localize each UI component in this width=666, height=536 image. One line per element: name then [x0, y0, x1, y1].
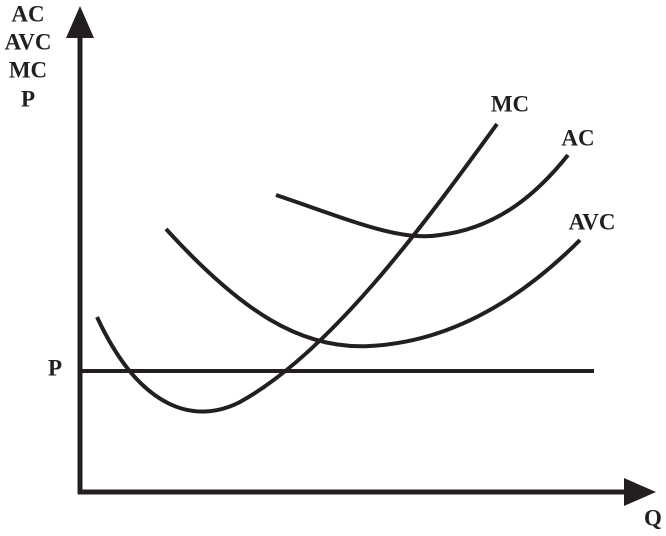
avc-curve: [164, 227, 582, 349]
y-axis-label: AVC: [5, 29, 52, 54]
curve-label: AVC: [569, 209, 616, 234]
x-axis-arrow: [624, 478, 656, 506]
price-label: P: [48, 355, 62, 380]
x-axis-label: Q: [644, 505, 662, 530]
curve-label: AC: [561, 125, 594, 150]
y-axis-label: P: [21, 86, 35, 111]
mc-curve: [95, 122, 499, 414]
y-axis-arrow: [66, 6, 94, 38]
y-axis-label: MC: [9, 57, 47, 82]
curve-label: MC: [491, 91, 529, 116]
y-axis-label: AC: [11, 1, 44, 26]
ac-curve: [275, 153, 570, 239]
